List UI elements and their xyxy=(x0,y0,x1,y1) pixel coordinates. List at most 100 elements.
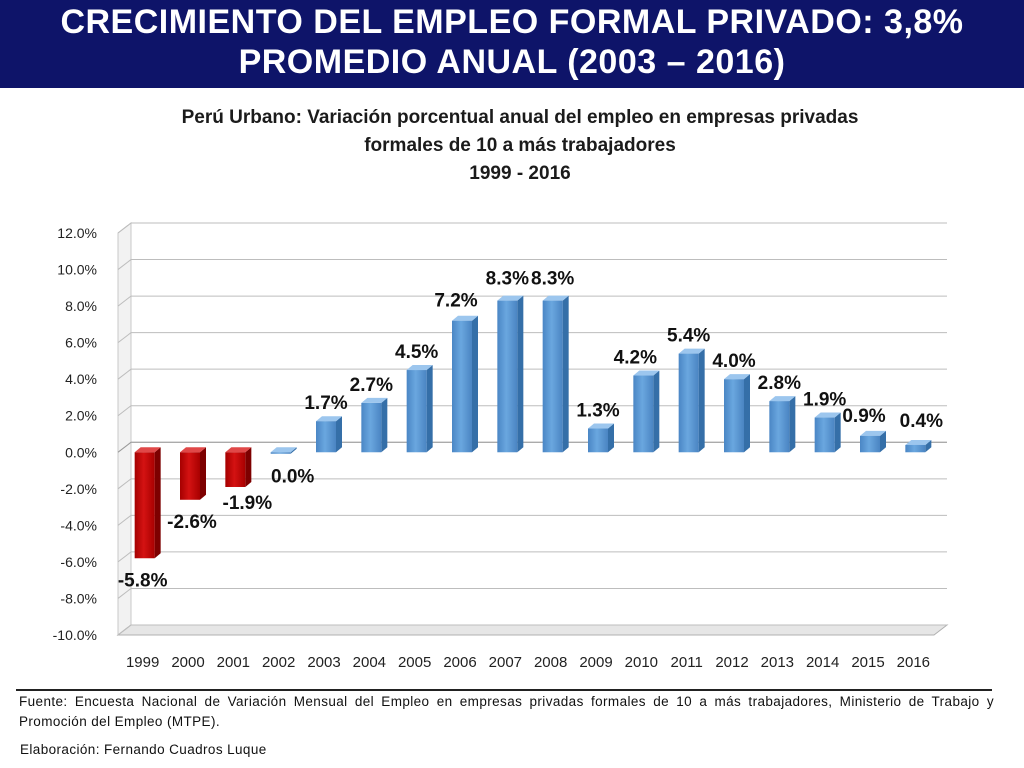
y-tick-label: -8.0% xyxy=(60,590,97,606)
x-tick-label: 2004 xyxy=(353,654,386,671)
bar-front xyxy=(588,428,608,453)
bar-side xyxy=(517,295,524,453)
data-label: 8.3% xyxy=(486,269,529,290)
chart-title: Perú Urbano: Variación porcentual anual … xyxy=(0,104,1024,188)
bar-side xyxy=(698,348,705,453)
bar-1999 xyxy=(134,447,161,559)
data-label: 1.7% xyxy=(304,393,347,414)
bars xyxy=(134,295,932,559)
bar-side xyxy=(426,365,433,453)
bar-top xyxy=(270,447,297,453)
bar-2007 xyxy=(497,295,524,453)
bar-top xyxy=(225,447,252,453)
bar-side xyxy=(154,447,161,559)
bar-front xyxy=(678,353,699,453)
x-tick-label: 2007 xyxy=(489,654,522,671)
chart-title-line-3: 1999 - 2016 xyxy=(469,163,571,184)
bar-front xyxy=(769,401,790,453)
bar-top xyxy=(633,370,660,376)
bar-side xyxy=(925,439,932,453)
bar-side xyxy=(381,397,388,453)
bar-side xyxy=(290,447,297,454)
x-tick-label: 2013 xyxy=(761,654,794,671)
data-label: 0.9% xyxy=(842,406,885,427)
gridline xyxy=(117,624,947,636)
gridline xyxy=(117,478,947,490)
x-tick-label: 2008 xyxy=(534,654,567,671)
bar-front xyxy=(406,370,427,453)
banner-title-line-2: PROMEDIO ANUAL (2003 – 2016) xyxy=(238,43,786,81)
zero-line xyxy=(117,441,947,453)
x-tick-label: 2005 xyxy=(398,654,431,671)
bar-side xyxy=(834,412,841,453)
y-axis-tick-labels: 12.0% 10.0% 8.0% 6.0% 4.0% 2.0% 0.0% -2.0% -4.0%… xyxy=(53,225,97,643)
bar-side xyxy=(789,396,796,453)
bar-front xyxy=(860,435,880,453)
bar-side xyxy=(562,295,569,453)
bar-2010 xyxy=(633,370,660,453)
chart-title-line-2: formales de 10 a más trabajadores xyxy=(364,135,676,156)
bar-side xyxy=(245,447,252,487)
bar-2006 xyxy=(452,315,478,453)
bar-2005 xyxy=(406,365,433,453)
bar-top xyxy=(724,374,750,380)
x-tick-label: 2003 xyxy=(307,654,340,671)
gridline xyxy=(117,332,947,344)
title-banner: CRECIMIENTO DEL EMPLEO FORMAL PRIVADO: 3… xyxy=(0,0,1024,88)
y-tick-label: -10.0% xyxy=(53,627,97,643)
data-label: -2.6% xyxy=(167,512,217,533)
y-tick-label: 2.0% xyxy=(65,408,97,424)
bar-top xyxy=(905,439,932,445)
bar-front xyxy=(180,452,200,500)
x-tick-label: 2014 xyxy=(806,654,839,671)
gridline xyxy=(117,551,947,563)
x-tick-label: 2012 xyxy=(715,654,748,671)
gridlines xyxy=(117,222,947,636)
bar-top xyxy=(860,430,886,436)
x-tick-label: 2002 xyxy=(262,654,295,671)
bar-top xyxy=(814,412,841,418)
data-label: -5.8% xyxy=(118,570,168,591)
bar-top xyxy=(180,447,206,453)
x-tick-label: 2009 xyxy=(579,654,612,671)
x-tick-label: 2015 xyxy=(851,654,884,671)
bar-2000 xyxy=(180,447,206,500)
data-label: 2.8% xyxy=(758,373,801,394)
bar-top xyxy=(361,397,388,403)
data-label: 7.2% xyxy=(434,291,477,312)
bar-side xyxy=(608,423,614,453)
gridline xyxy=(117,587,947,599)
bar-2002 xyxy=(270,447,297,454)
bar-top xyxy=(769,396,796,402)
data-label: 4.0% xyxy=(712,351,755,372)
bar-2014 xyxy=(814,412,841,453)
bar-front xyxy=(814,417,835,453)
bar-top xyxy=(678,348,705,354)
bar-side xyxy=(472,315,478,453)
data-label: 5.4% xyxy=(667,326,710,347)
y-tick-label: 4.0% xyxy=(65,371,97,387)
x-tick-label: 2000 xyxy=(171,654,204,671)
bar-front xyxy=(497,300,518,453)
x-tick-label: 1999 xyxy=(126,654,159,671)
floor xyxy=(116,624,949,636)
x-axis-tick-labels: 1999 2000 2001 2002 2003 2004 2005 2006 2007 2008… xyxy=(126,654,930,671)
bar-side xyxy=(880,430,886,453)
bar-2009 xyxy=(588,423,614,453)
x-tick-label: 2001 xyxy=(217,654,250,671)
bar-front xyxy=(134,452,155,559)
bar-side xyxy=(744,374,750,453)
data-label: 8.3% xyxy=(531,269,574,290)
data-label: -1.9% xyxy=(223,493,273,514)
x-tick-label: 2016 xyxy=(897,654,930,671)
bar-front xyxy=(905,444,926,453)
data-labels: -5.8% -2.6% -1.9% 0.0% 1.7%2.7%4.5% 7.2% 8.3% 8… xyxy=(118,269,943,592)
bar-front xyxy=(270,452,291,454)
bar-front xyxy=(316,421,336,453)
bar-2003 xyxy=(316,416,342,453)
gridline xyxy=(117,259,947,270)
bar-2004 xyxy=(361,397,388,453)
bar-top xyxy=(542,295,569,301)
banner-title-line-1: CRECIMIENTO DEL EMPLEO FORMAL PRIVADO: 3… xyxy=(60,3,964,41)
y-tick-label: 0.0% xyxy=(65,444,97,460)
